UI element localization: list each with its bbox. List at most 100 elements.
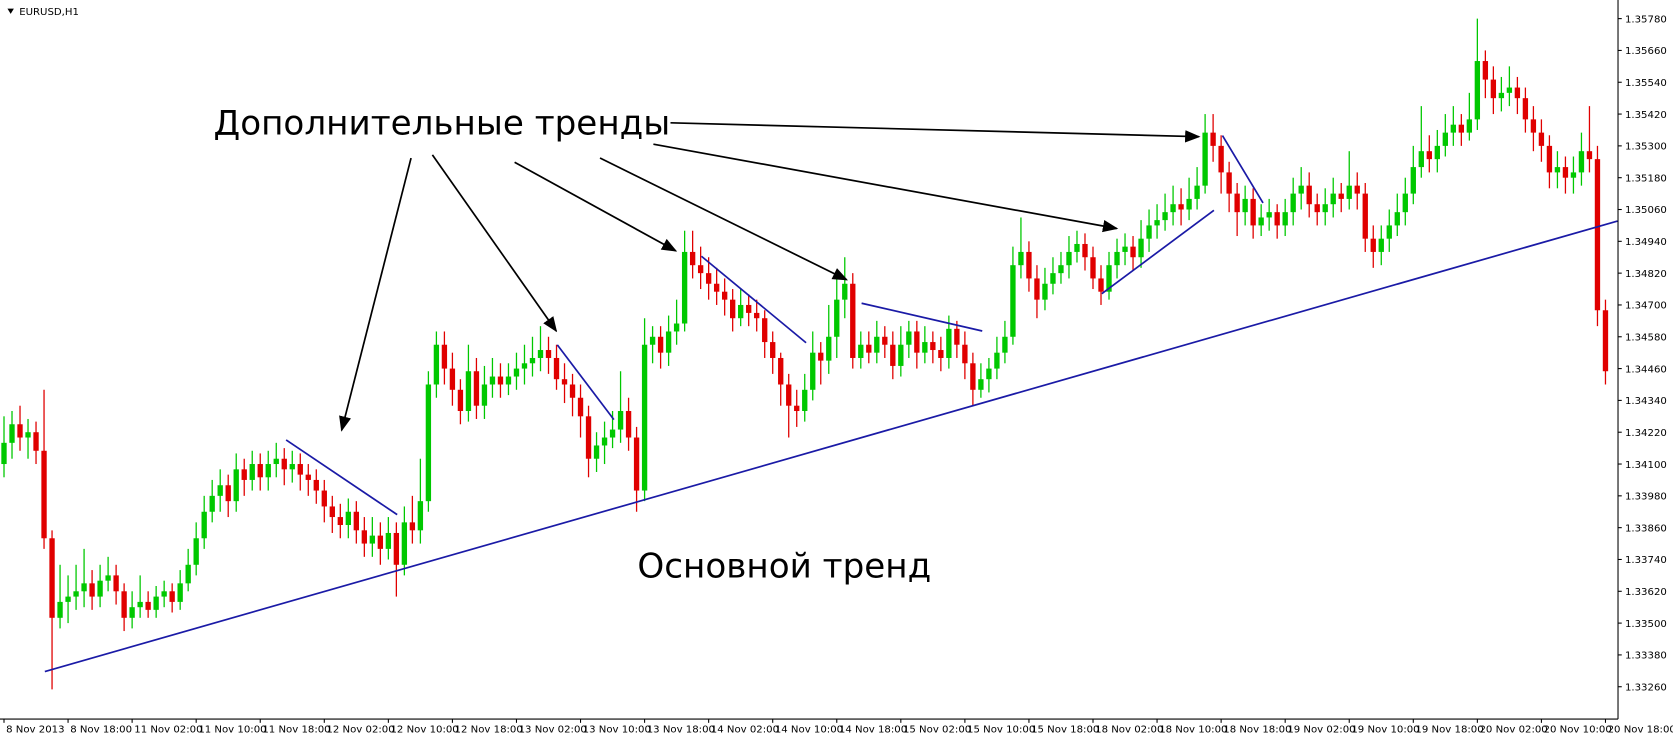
- y-tick-label: 1.34340: [1625, 396, 1667, 407]
- candle-body: [129, 607, 135, 618]
- candle-body: [1010, 265, 1016, 337]
- candle-body: [1178, 204, 1184, 210]
- y-tick-label: 1.33260: [1625, 682, 1667, 693]
- candle-body: [1290, 193, 1296, 213]
- x-tick-label: 11 Nov 02:00: [134, 724, 202, 735]
- candle-body: [1130, 246, 1136, 258]
- x-tick-label: 18 Nov 18:00: [1223, 724, 1291, 735]
- candle-body: [49, 538, 55, 618]
- candle-body: [1346, 185, 1352, 199]
- candle-body: [137, 601, 143, 608]
- candle-body: [1282, 212, 1288, 226]
- candle-body: [193, 538, 199, 565]
- candle-body: [481, 384, 488, 406]
- candle-body: [377, 535, 384, 549]
- candle-body: [866, 344, 872, 353]
- candle-body: [169, 591, 175, 602]
- candle-body: [1450, 124, 1457, 133]
- candle-body: [297, 464, 303, 475]
- x-tick-label: 20 Nov 02:00: [1479, 724, 1547, 735]
- candle-body: [1410, 167, 1416, 194]
- candle-body: [353, 511, 359, 531]
- y-tick-label: 1.35420: [1625, 110, 1667, 121]
- y-tick-label: 1.35540: [1625, 78, 1667, 89]
- y-tick-label: 1.34100: [1625, 460, 1667, 471]
- candle-body: [225, 485, 231, 502]
- x-tick-label: 20 Nov 10:00: [1544, 724, 1612, 735]
- candle-body: [1602, 310, 1609, 372]
- candle-body: [762, 318, 768, 343]
- candle-body: [1514, 87, 1521, 99]
- candle-body: [25, 432, 31, 438]
- candle-body: [1546, 145, 1553, 173]
- candle-body: [1330, 193, 1336, 205]
- candle-body: [601, 437, 608, 446]
- candle-body: [321, 490, 327, 507]
- candle-body: [962, 344, 968, 364]
- candle-body: [145, 601, 151, 610]
- candle-body: [1074, 243, 1080, 252]
- candle-body: [1266, 212, 1272, 218]
- candle-body: [1274, 212, 1280, 226]
- x-tick-label: 8 Nov 18:00: [70, 724, 132, 735]
- candle-body: [1058, 265, 1064, 274]
- candle-body: [1554, 167, 1561, 173]
- candle-body: [914, 331, 920, 353]
- candle-body: [545, 350, 552, 358]
- candle-body: [689, 251, 696, 266]
- candle-body: [649, 336, 656, 345]
- candle-body: [842, 283, 848, 300]
- candle-body: [89, 583, 95, 597]
- candle-body: [1050, 273, 1056, 284]
- symbol-menu-icon: [7, 8, 14, 14]
- candle-body: [1378, 238, 1384, 252]
- y-tick-label: 1.33380: [1625, 651, 1667, 662]
- candle-body: [33, 432, 39, 451]
- candle-body: [697, 265, 704, 274]
- x-tick-label: 14 Nov 18:00: [839, 724, 907, 735]
- candle-body: [641, 344, 648, 491]
- candle-body: [1498, 92, 1505, 99]
- candle-body: [465, 371, 472, 412]
- candle-body: [882, 336, 888, 345]
- candle-body: [1402, 193, 1408, 213]
- candle-body: [1138, 238, 1144, 258]
- y-tick-label: 1.35660: [1625, 46, 1667, 57]
- candle-body: [217, 485, 223, 496]
- candle-body: [289, 464, 295, 470]
- candle-body: [369, 535, 376, 544]
- candle-body: [537, 350, 544, 358]
- minor-trend-line: [861, 302, 983, 332]
- main-trend-line: [44, 220, 1618, 673]
- candle-body: [617, 411, 624, 430]
- candle-body: [1434, 145, 1440, 160]
- candle-body: [1506, 87, 1513, 93]
- candle-body: [505, 376, 512, 385]
- candle-body: [209, 495, 215, 512]
- candle-body: [898, 344, 904, 366]
- candle-body: [497, 376, 504, 385]
- y-tick-label: 1.34220: [1625, 428, 1667, 439]
- arrow: [599, 157, 849, 281]
- y-tick-label: 1.34460: [1625, 364, 1667, 375]
- candle-body: [489, 376, 496, 385]
- candle-body: [1306, 185, 1312, 205]
- candle-body: [1586, 151, 1593, 160]
- candle-body: [1362, 193, 1368, 239]
- candle-body: [257, 464, 263, 478]
- x-tick-label: 15 Nov 02:00: [903, 724, 971, 735]
- candle-body: [1090, 257, 1096, 279]
- candle-body: [65, 596, 71, 602]
- candle-body: [161, 591, 167, 597]
- candle-body: [9, 424, 15, 443]
- candle-body: [890, 344, 896, 366]
- x-tick-label: 8 Nov 2013: [6, 724, 64, 735]
- candle-body: [673, 323, 680, 332]
- candle-body: [313, 479, 319, 491]
- candle-body: [17, 424, 23, 438]
- y-tick-label: 1.35180: [1625, 173, 1667, 184]
- candle-body: [770, 342, 776, 358]
- candle-body: [633, 437, 640, 491]
- candle-body: [1250, 198, 1256, 226]
- candle-body: [826, 336, 832, 361]
